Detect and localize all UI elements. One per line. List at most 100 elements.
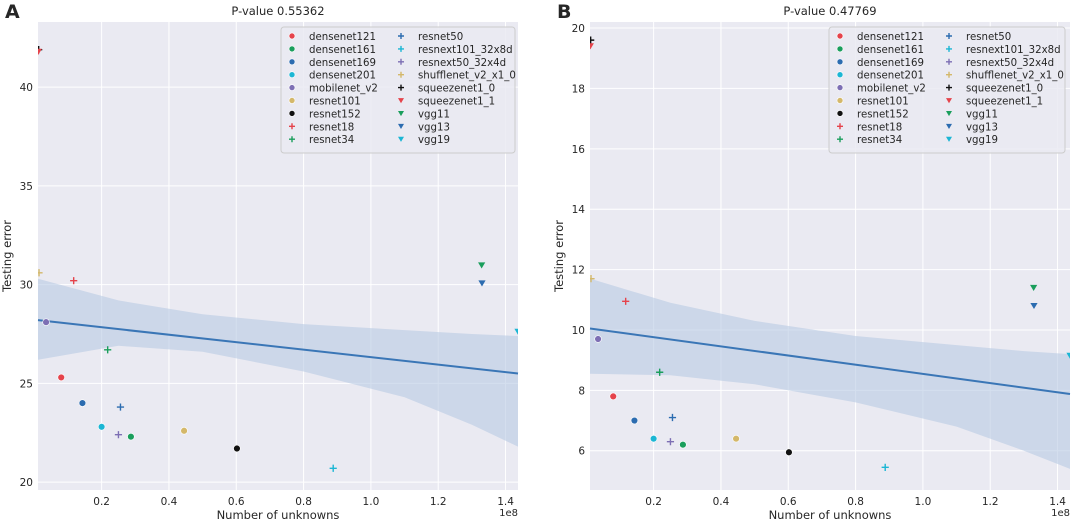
legend-label: resnet152	[309, 109, 361, 120]
data-point	[837, 123, 843, 130]
legend-label: vgg11	[418, 109, 450, 120]
data-point	[622, 297, 630, 305]
confidence-band	[38, 278, 518, 447]
x-tick-label: 0.4	[161, 496, 178, 508]
x-tick-label: 1.4	[1049, 496, 1066, 508]
data-point	[180, 427, 188, 435]
chart-title: P-value 0.47769	[783, 4, 876, 18]
legend-label: resnet50	[418, 32, 463, 43]
legend-label: resnext50_32x4d	[966, 58, 1054, 69]
legend-label: resnext101_32x8d	[966, 45, 1061, 56]
legend-label: vgg19	[418, 135, 450, 146]
y-tick-label: 14	[572, 204, 586, 216]
legend-label: mobilenet_v2	[309, 84, 378, 95]
data-point	[630, 416, 639, 425]
data-point	[836, 110, 844, 117]
legend-label: shufflenet_v2_x1_0	[418, 71, 516, 82]
legend-box	[280, 26, 516, 154]
y-tick-label: 35	[20, 181, 33, 193]
legend-label: densenet161	[309, 45, 376, 56]
legend-label: mobilenet_v2	[857, 84, 926, 95]
data-point	[478, 262, 486, 269]
data-point	[590, 36, 595, 44]
legend-label: squeezenet1_0	[418, 84, 495, 95]
data-point	[881, 463, 889, 471]
data-point	[609, 392, 617, 401]
data-point	[946, 111, 952, 117]
data-point	[398, 84, 404, 91]
x-axis-label: Number of unknowns	[769, 508, 892, 520]
x-tick-label: 1.2	[982, 496, 999, 508]
data-point	[398, 123, 404, 129]
data-point	[836, 58, 844, 66]
legend-label: densenet201	[857, 71, 924, 82]
legend-label: resnext101_32x8d	[418, 45, 513, 56]
data-point	[233, 444, 241, 453]
legend-label: densenet161	[857, 45, 924, 56]
data-points	[38, 46, 518, 472]
data-point	[590, 275, 595, 283]
x-tick-label: 0.4	[713, 496, 730, 508]
data-point	[837, 136, 843, 143]
legend: densenet121 densenet161 densenet169 densene…	[280, 26, 516, 154]
legend-label: shufflenet_v2_x1_0	[966, 71, 1064, 82]
chart-panel-B: 0.2 0.4 0.6 0.8 1.0 1.2 1.4 6 8 10 12 14 16 18 20 Numbe…	[552, 1, 1071, 520]
legend-label: squeezenet1_0	[966, 84, 1043, 95]
x-tick-label: 0.2	[645, 496, 662, 508]
data-point	[398, 111, 404, 117]
data-point	[288, 97, 296, 104]
legend-box	[828, 26, 1066, 154]
data-point	[114, 431, 123, 439]
chart-title: P-value 0.55362	[231, 4, 324, 18]
data-point	[78, 399, 87, 407]
data-point	[70, 277, 78, 285]
y-tick-label: 40	[20, 82, 33, 94]
data-point	[946, 98, 952, 104]
legend-label: densenet169	[857, 58, 924, 69]
data-point	[289, 136, 295, 143]
legend-label: resnext50_32x4d	[418, 58, 506, 69]
data-point	[594, 335, 602, 343]
data-point	[1030, 284, 1038, 291]
data-point	[398, 71, 404, 78]
data-point	[398, 136, 404, 142]
data-point	[398, 98, 404, 104]
legend-label: resnet101	[857, 97, 909, 108]
data-point	[785, 448, 793, 456]
data-point	[38, 269, 43, 277]
x-scale-label: 1e8	[499, 508, 518, 519]
data-point	[398, 33, 404, 39]
data-point	[289, 123, 295, 130]
data-point	[946, 58, 952, 65]
y-tick-label: 8	[578, 385, 585, 397]
data-point	[288, 110, 296, 117]
data-point	[288, 32, 296, 40]
data-point	[946, 33, 952, 39]
y-tick-label: 18	[572, 83, 585, 95]
legend-label: densenet169	[309, 58, 376, 69]
data-point	[288, 71, 296, 78]
x-tick-label: 0.2	[93, 496, 110, 508]
x-scale-label: 1e8	[1051, 508, 1070, 519]
legend-label: resnet34	[309, 135, 354, 146]
y-axis-label: Testing error	[552, 220, 566, 293]
legend-label: densenet121	[309, 32, 376, 43]
data-point	[836, 71, 844, 78]
legend-label: vgg13	[418, 122, 450, 133]
legend-label: squeezenet1_1	[966, 97, 1043, 108]
data-point	[514, 328, 518, 335]
regression-line	[589, 327, 1071, 395]
data-point	[1030, 302, 1038, 310]
data-point	[946, 45, 952, 52]
panel-label: B	[557, 1, 571, 23]
data-point	[946, 136, 952, 142]
data-point	[398, 45, 404, 52]
y-tick-label: 12	[572, 265, 585, 277]
x-tick-label: 1.0	[915, 496, 932, 508]
data-point	[946, 84, 952, 91]
data-point	[42, 318, 50, 326]
data-point	[666, 438, 675, 446]
data-point	[478, 280, 486, 287]
legend-label: squeezenet1_1	[418, 97, 495, 108]
